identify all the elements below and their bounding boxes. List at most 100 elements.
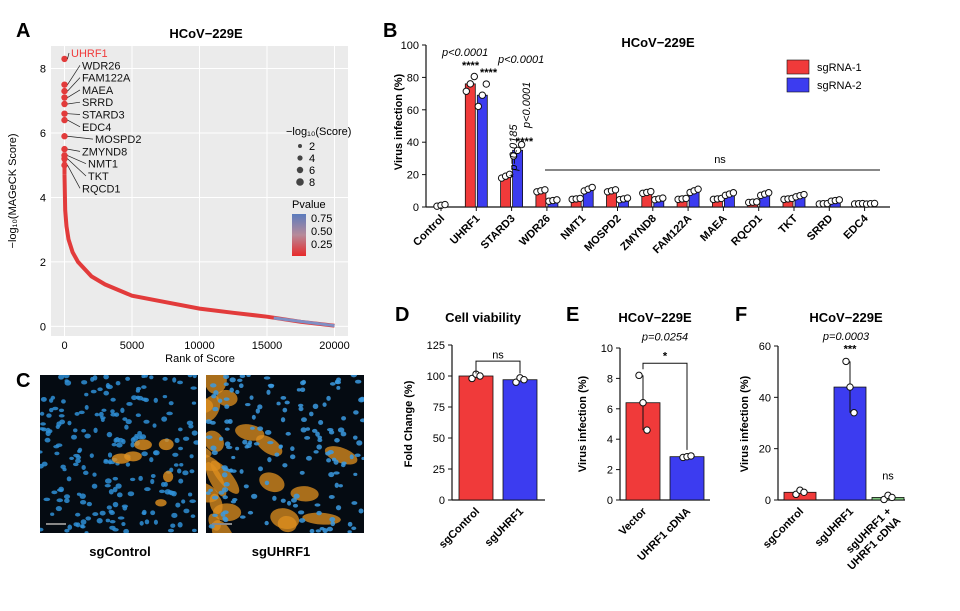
x-tick-label: 0 [61,340,67,352]
x-tick-label: 20000 [319,340,350,352]
nucleus [52,406,59,411]
x-tick-label-edc4: EDC4 [841,212,871,242]
nucleus [221,487,229,493]
microscopy-infected-sguhrf1 [206,375,364,533]
annotation-stard3-p1: * p=0.0185 [508,124,520,178]
nucleus [352,435,358,440]
nucleus [91,483,98,489]
legend-color: 0.750.500.25 [311,213,332,251]
nucleus [66,476,72,482]
gene-point-fam122a [61,87,68,95]
chart-b-title: HCoV−229E [621,35,695,50]
nucleus [159,489,165,494]
replicate-dot [694,185,702,193]
nucleus [85,516,92,521]
nucleus [112,527,119,532]
infected-cell [134,439,152,451]
y-tick-label: 0 [607,495,613,507]
y-tick-label: 0 [439,495,445,507]
x-tick-label-vector: Vector [617,505,650,538]
nucleus [94,412,100,417]
nucleus [162,376,168,381]
nucleus [187,375,193,378]
nucleus [304,436,311,440]
nucleus [224,441,231,447]
nucleus [92,472,97,477]
nucleus [62,467,67,472]
nucleus [112,476,119,481]
annotation-uhrf1-p1: p<0.0001 [441,47,488,59]
x-tick-label: 10000 [184,340,215,352]
y-tick-label: 4 [40,192,46,204]
annotation-ns: ns [492,350,504,362]
nucleus [282,407,288,413]
nucleus [90,389,97,394]
replicate-dot [588,183,596,192]
nucleus [298,518,306,523]
x-tick-label-rqcd1: RQCD1 [729,213,765,249]
panel-label-e: E [566,304,579,326]
nucleus [104,484,111,488]
nucleus [335,505,342,511]
nucleus [347,530,352,533]
y-tick-label: 125 [427,340,445,352]
nucleus [312,428,318,433]
nucleus [349,454,354,460]
nucleus [141,385,147,389]
gene-point-edc4 [61,116,68,124]
nucleus [218,436,224,441]
nucleus [177,522,183,528]
nucleus [83,470,89,476]
nucleus [309,528,315,533]
image-label-sguhrf1: sgUHRF1 [252,544,311,559]
nucleus [280,498,286,503]
microscopy-nuclei-sgcontrol [40,375,198,533]
bar-uhrf1-sgrna-2 [476,94,488,208]
annotation-ns: ns [882,470,894,482]
replicate-dot [635,371,643,380]
nucleus [224,427,230,431]
nucleus [316,444,322,450]
infected-cell [163,471,174,483]
nucleus [248,440,253,445]
gene-label-edc4: EDC4 [82,122,111,134]
nucleus [186,420,194,426]
legend-color-title: Pvalue [292,199,326,211]
nucleus [189,469,195,474]
nucleus [356,440,363,446]
x-tick-label-sguhrf1: sgUHRF1 [483,506,526,549]
nucleus [351,501,358,505]
y-tick-label: 50 [433,433,445,445]
nucleus [106,505,112,510]
nucleus [40,396,47,402]
nucleus [130,441,135,448]
nucleus [96,518,103,524]
nucleus [108,489,114,495]
replicate-dot [835,196,843,204]
nucleus [305,455,312,461]
nucleus [125,419,132,425]
nucleus [170,523,176,528]
nucleus [51,490,58,495]
infected-cell [155,499,167,507]
legend-label-sgrna-2: sgRNA-2 [817,80,862,92]
gene-point-stard3 [61,110,68,117]
nucleus [112,501,119,508]
nucleus [115,483,122,489]
nucleus [334,482,339,488]
nucleus [135,413,141,418]
panel-label-d: D [395,304,409,326]
nucleus [176,468,182,474]
nucleus [40,463,44,469]
nucleus [112,486,118,493]
replicate-dot [462,87,470,95]
nucleus [110,409,115,414]
nucleus [134,433,139,438]
nucleus [182,470,189,476]
nucleus [222,467,229,472]
nucleus [217,398,223,403]
replicate-dot [509,152,518,160]
nucleus [318,419,324,425]
x-tick-label-sgcontrol: sgControl [761,506,806,551]
